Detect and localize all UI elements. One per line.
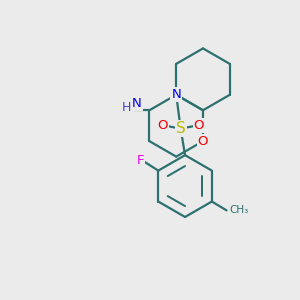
Text: H: H	[122, 101, 131, 114]
Text: S: S	[176, 121, 185, 136]
Text: N: N	[132, 97, 142, 110]
Text: N: N	[171, 88, 181, 101]
Text: O: O	[157, 118, 168, 132]
Text: F: F	[137, 154, 144, 167]
Text: O: O	[198, 135, 208, 148]
Text: CH₃: CH₃	[229, 206, 248, 215]
Text: O: O	[194, 118, 204, 132]
